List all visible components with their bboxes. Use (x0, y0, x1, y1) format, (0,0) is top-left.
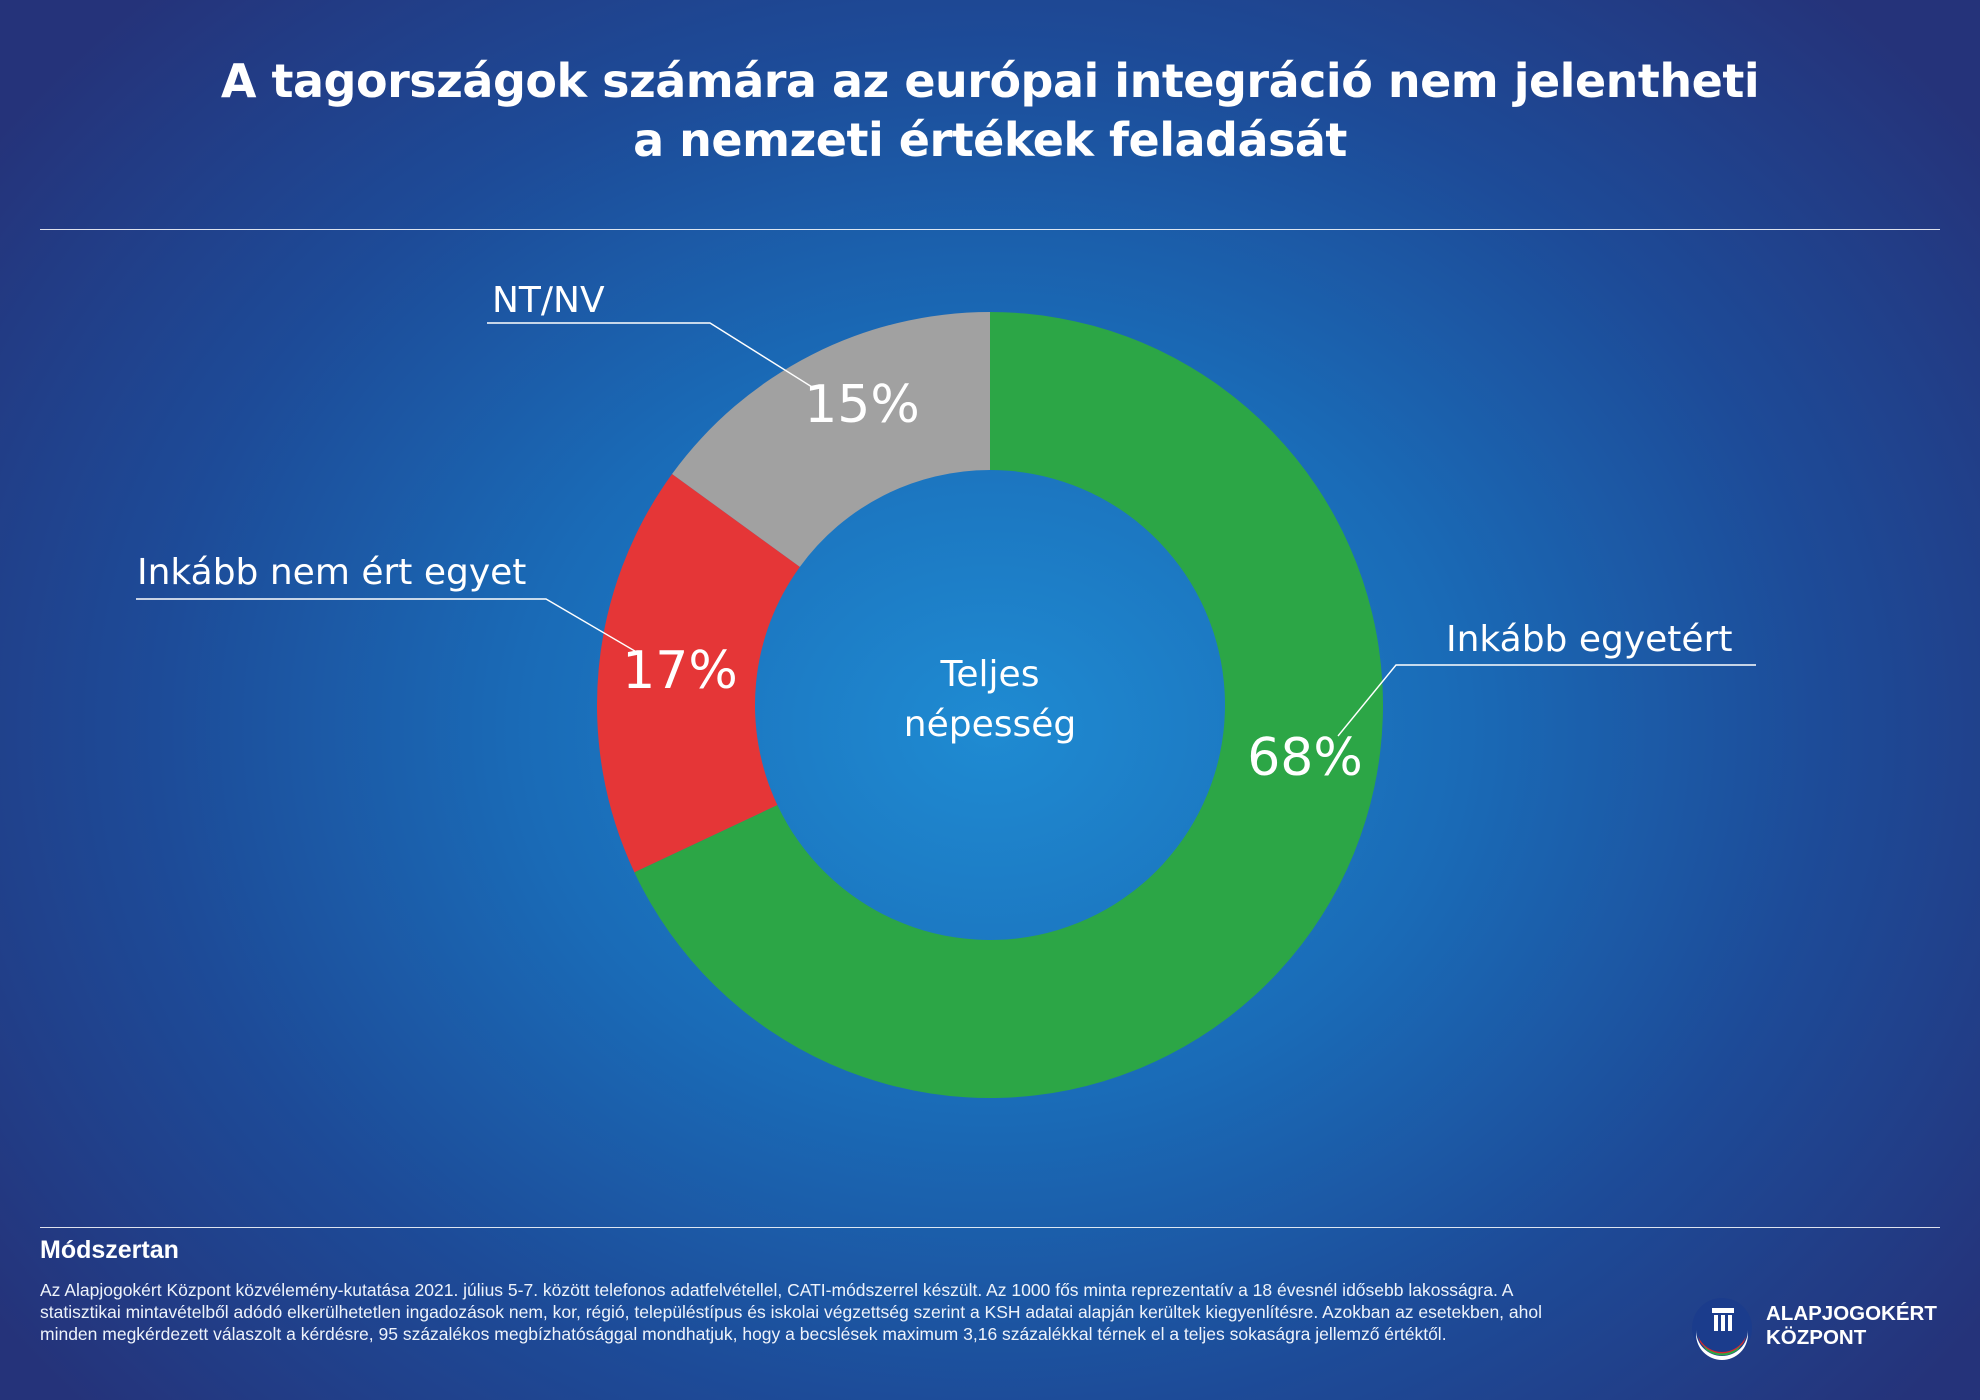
donut-slice-1 (597, 474, 800, 873)
methodology-text: Az Alapjogokért Központ közvélemény-kuta… (40, 1280, 1542, 1344)
slice-percent-label-0: 68% (1247, 728, 1363, 788)
center-label-line-0: Teljes (940, 654, 1040, 695)
logo-line-1: ALAPJOGOKÉRT (1766, 1302, 1937, 1325)
center-label-line-1: népesség (904, 704, 1076, 745)
donut-slice-0 (634, 312, 1383, 1098)
donut-slice-2 (672, 312, 990, 567)
title-line-1: A tagországok számára az európai integrá… (220, 54, 1760, 108)
bottom-divider (40, 1227, 1940, 1228)
methodology-heading: Módszertan (40, 1236, 179, 1264)
top-divider (40, 229, 1940, 230)
logo-text: ALAPJOGOKÉRT KÖZPONT (1766, 1302, 1937, 1350)
leader-line-1 (136, 598, 641, 655)
slice-percent-label-1: 17% (622, 641, 738, 701)
donut-chart: 68% 17% 15% Inkább egyetért Inkább nem ért e… (136, 280, 1756, 1098)
logo-line-2: KÖZPONT (1766, 1326, 1867, 1349)
chart-title: A tagországok számára az európai integrá… (0, 52, 1980, 170)
title-line-2: a nemzeti értékek feladását (633, 113, 1347, 167)
slice-percent-label-2: 15% (804, 375, 920, 435)
logo: ALAPJOGOKÉRT KÖZPONT (1690, 1296, 1950, 1360)
alapjogokert-column-icon (1692, 1298, 1752, 1360)
slice-category-label-1: Inkább nem ért egyet (137, 552, 526, 593)
slice-category-label-0: Inkább egyetért (1446, 619, 1733, 660)
slice-category-label-2: NT/NV (492, 280, 605, 321)
leader-line-0 (1337, 664, 1756, 737)
leader-line-2 (487, 322, 813, 388)
